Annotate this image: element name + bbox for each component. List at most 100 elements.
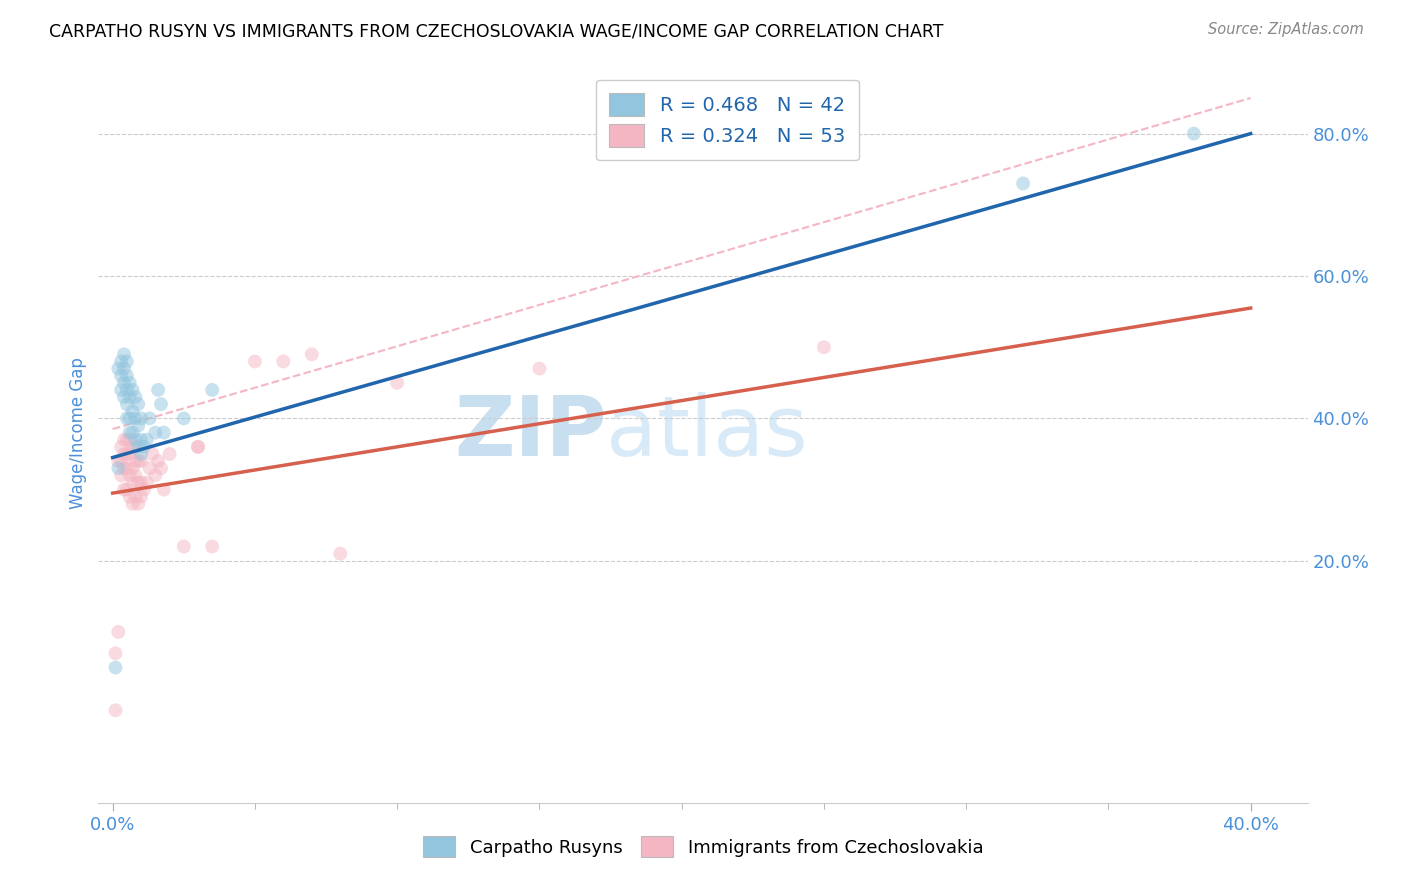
Point bbox=[124, 454, 146, 468]
Point bbox=[110, 440, 132, 454]
Point bbox=[173, 411, 195, 425]
Point bbox=[104, 646, 127, 660]
Text: CARPATHO RUSYN VS IMMIGRANTS FROM CZECHOSLOVAKIA WAGE/INCOME GAP CORRELATION CHA: CARPATHO RUSYN VS IMMIGRANTS FROM CZECHO… bbox=[49, 22, 943, 40]
Point bbox=[273, 354, 295, 368]
Point bbox=[127, 397, 149, 411]
Point bbox=[124, 411, 146, 425]
Point bbox=[112, 433, 135, 447]
Point bbox=[115, 354, 138, 368]
Point bbox=[124, 390, 146, 404]
Point bbox=[141, 447, 163, 461]
Point bbox=[201, 540, 224, 554]
Point bbox=[138, 461, 160, 475]
Point bbox=[1182, 127, 1205, 141]
Point bbox=[118, 447, 141, 461]
Text: Source: ZipAtlas.com: Source: ZipAtlas.com bbox=[1208, 22, 1364, 37]
Point bbox=[127, 497, 149, 511]
Point bbox=[118, 468, 141, 483]
Point bbox=[110, 468, 132, 483]
Point bbox=[115, 461, 138, 475]
Point bbox=[124, 433, 146, 447]
Point bbox=[187, 440, 209, 454]
Point bbox=[110, 454, 132, 468]
Text: ZIP: ZIP bbox=[454, 392, 606, 473]
Point bbox=[118, 390, 141, 404]
Point bbox=[104, 703, 127, 717]
Point bbox=[121, 383, 143, 397]
Point bbox=[243, 354, 266, 368]
Point bbox=[153, 483, 176, 497]
Point bbox=[118, 425, 141, 440]
Point bbox=[115, 368, 138, 383]
Point bbox=[121, 475, 143, 490]
Point bbox=[187, 440, 209, 454]
Point bbox=[115, 447, 138, 461]
Point bbox=[329, 547, 352, 561]
Point bbox=[127, 418, 149, 433]
Point bbox=[127, 440, 149, 454]
Point bbox=[121, 440, 143, 454]
Point bbox=[121, 461, 143, 475]
Point bbox=[1012, 177, 1035, 191]
Point bbox=[115, 433, 138, 447]
Point bbox=[127, 454, 149, 468]
Point bbox=[112, 361, 135, 376]
Point bbox=[112, 390, 135, 404]
Text: atlas: atlas bbox=[606, 392, 808, 473]
Point bbox=[146, 454, 169, 468]
Point bbox=[124, 468, 146, 483]
Point bbox=[112, 376, 135, 390]
Point bbox=[146, 383, 169, 397]
Point bbox=[173, 540, 195, 554]
Point bbox=[107, 361, 129, 376]
Point bbox=[159, 447, 181, 461]
Point bbox=[115, 411, 138, 425]
Point bbox=[107, 624, 129, 639]
Point bbox=[124, 440, 146, 454]
Point bbox=[110, 368, 132, 383]
Point bbox=[118, 411, 141, 425]
Point bbox=[129, 490, 152, 504]
Legend: Carpatho Rusyns, Immigrants from Czechoslovakia: Carpatho Rusyns, Immigrants from Czechos… bbox=[412, 825, 994, 868]
Point bbox=[132, 483, 155, 497]
Point bbox=[385, 376, 408, 390]
Point bbox=[132, 440, 155, 454]
Point bbox=[129, 433, 152, 447]
Point bbox=[143, 425, 166, 440]
Point bbox=[112, 483, 135, 497]
Point bbox=[301, 347, 323, 361]
Point bbox=[153, 425, 176, 440]
Point bbox=[110, 383, 132, 397]
Point bbox=[201, 383, 224, 397]
Point bbox=[107, 454, 129, 468]
Point bbox=[121, 497, 143, 511]
Point bbox=[813, 340, 835, 354]
Point bbox=[129, 447, 152, 461]
Point bbox=[129, 475, 152, 490]
Point bbox=[150, 397, 173, 411]
Point bbox=[150, 461, 173, 475]
Point bbox=[118, 490, 141, 504]
Point bbox=[135, 433, 157, 447]
Point bbox=[110, 354, 132, 368]
Point bbox=[135, 475, 157, 490]
Y-axis label: Wage/Income Gap: Wage/Income Gap bbox=[69, 357, 87, 508]
Point bbox=[115, 483, 138, 497]
Point bbox=[115, 383, 138, 397]
Point bbox=[112, 447, 135, 461]
Point bbox=[115, 397, 138, 411]
Point bbox=[121, 404, 143, 418]
Point bbox=[129, 411, 152, 425]
Point bbox=[118, 433, 141, 447]
Point bbox=[127, 475, 149, 490]
Point bbox=[124, 490, 146, 504]
Point bbox=[112, 347, 135, 361]
Point bbox=[112, 461, 135, 475]
Point bbox=[529, 361, 551, 376]
Point bbox=[121, 425, 143, 440]
Point bbox=[107, 461, 129, 475]
Point bbox=[129, 454, 152, 468]
Point bbox=[143, 468, 166, 483]
Point bbox=[118, 376, 141, 390]
Point bbox=[138, 411, 160, 425]
